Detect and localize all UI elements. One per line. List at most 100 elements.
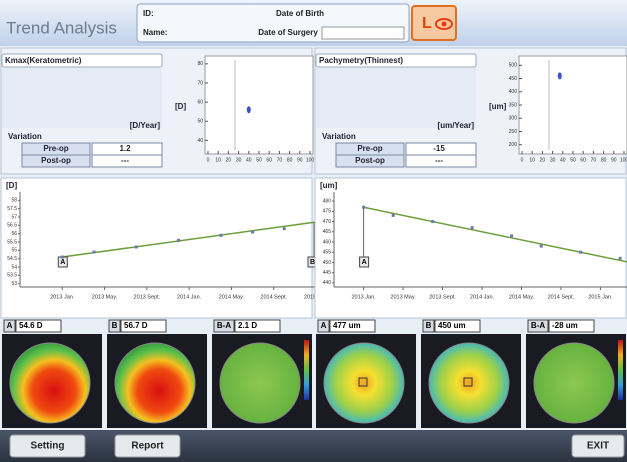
map — [428, 342, 510, 424]
button-label: EXIT — [587, 441, 609, 452]
y-tick-label: 53 — [11, 281, 17, 287]
x-tick-label: 60 — [580, 157, 586, 163]
y-tick-label: 300 — [509, 116, 518, 122]
x-tick-label: 2013 Jan. — [50, 294, 75, 300]
x-tick-label: 2014 May. — [509, 294, 535, 300]
map-value-box — [434, 319, 481, 333]
map-value: 56.7 D — [124, 321, 148, 330]
trend-point — [470, 226, 474, 230]
row-value-cell — [91, 154, 163, 168]
map — [323, 342, 405, 424]
y-tick-label: 70 — [197, 80, 203, 86]
dropdown-label: Pachymetry(Thinnest) — [319, 56, 403, 65]
y-tick-label: 57.5 — [7, 206, 17, 212]
map-tag-label: A — [7, 321, 13, 330]
y-tick-label: 50 — [197, 119, 203, 125]
y-tick-label: 460 — [323, 239, 332, 245]
title: Trend Analysis — [6, 18, 117, 37]
x-tick-label: 40 — [560, 157, 566, 163]
x-tick-label: 80 — [287, 157, 293, 163]
scatter-ylabel: [D] — [175, 102, 186, 111]
scatter-ylabel: [um] — [489, 102, 507, 111]
a-marker — [359, 256, 370, 268]
x-tick-label: 2014 Sept. — [548, 294, 575, 300]
map-value-box — [329, 319, 376, 333]
trend-point — [618, 256, 622, 260]
x-tick-label: 2015 Jan. — [588, 294, 613, 300]
dob-label: Date of Birth — [276, 9, 324, 18]
map-value: -28 um — [552, 321, 578, 330]
dropdown[interactable] — [315, 53, 477, 68]
rate-unit: [D/Year] — [130, 121, 161, 130]
y-tick-label: 60 — [197, 99, 203, 105]
eye-icon — [435, 18, 453, 30]
eye-button[interactable] — [411, 5, 457, 41]
map-tag-label: B — [112, 321, 118, 330]
a-marker-label: A — [362, 259, 367, 266]
trend-point — [60, 255, 64, 259]
x-tick-label: 30 — [236, 157, 242, 163]
x-tick-label: 2014 Sept. — [260, 294, 287, 300]
x-tick-label: 100 — [306, 157, 315, 163]
fit-line — [363, 206, 627, 263]
map-tag — [3, 319, 16, 333]
x-tick-label: 2014 May. — [219, 294, 245, 300]
dropdown[interactable] — [1, 53, 163, 68]
map — [533, 342, 615, 424]
y-tick-label: 475 — [323, 209, 332, 215]
y-tick-label: 55.5 — [7, 239, 17, 245]
row-name: Post-op — [41, 156, 71, 165]
scatter-plot — [518, 55, 627, 155]
button[interactable] — [9, 434, 86, 458]
button[interactable] — [114, 434, 181, 458]
map-tag-label: B-A — [531, 321, 545, 330]
map-value-box — [120, 319, 167, 333]
map-value: 2.1 D — [238, 321, 257, 330]
x-tick-label: 2013 Sept. — [429, 294, 456, 300]
trend-point — [251, 230, 255, 234]
map-tag — [422, 319, 435, 333]
trend-point — [282, 227, 286, 231]
trend-panel — [0, 177, 313, 319]
thinnest-marker — [463, 377, 473, 387]
map-tag — [527, 319, 549, 333]
selector-box — [316, 68, 476, 128]
trend-ylabel: [D] — [6, 181, 17, 190]
x-tick-label: 2013 May. — [390, 294, 416, 300]
name-label: Name: — [143, 28, 167, 37]
trend-point — [362, 205, 366, 209]
row-value: --- — [121, 156, 129, 165]
b-marker-label: B — [310, 259, 315, 266]
y-tick-label: 54.5 — [7, 256, 17, 262]
dos-label: Date of Surgery — [258, 28, 318, 37]
y-tick-label: 445 — [323, 270, 332, 276]
button-label: Report — [131, 441, 164, 452]
y-tick-label: 450 — [509, 76, 518, 82]
map — [114, 342, 196, 424]
map-tag-label: A — [321, 321, 327, 330]
id-label: ID: — [143, 9, 154, 18]
x-tick-label: 2013 Sept. — [134, 294, 161, 300]
y-tick-label: 200 — [509, 142, 518, 148]
map-value: 477 um — [333, 321, 361, 330]
x-tick-label: 10 — [215, 157, 221, 163]
x-tick-label: 2013 May. — [92, 294, 118, 300]
button[interactable] — [571, 434, 625, 458]
trend-ylabel: [um] — [320, 181, 338, 190]
map-tag — [213, 319, 235, 333]
scatter-plot — [204, 55, 314, 155]
dos-input[interactable] — [321, 26, 405, 40]
trend-point — [539, 244, 543, 248]
color-scale — [618, 340, 623, 400]
map-value: 450 um — [438, 321, 466, 330]
y-tick-label: 450 — [323, 260, 332, 266]
x-tick-label: 70 — [277, 157, 283, 163]
y-tick-label: 500 — [509, 63, 518, 69]
variation-label: Variation — [322, 132, 356, 141]
y-tick-label: 56.5 — [7, 223, 17, 229]
x-tick-label: 2014 Jan. — [177, 294, 202, 300]
x-tick-label: 50 — [570, 157, 576, 163]
trend-point — [219, 233, 223, 237]
x-tick-label: 2014 Jan. — [470, 294, 495, 300]
